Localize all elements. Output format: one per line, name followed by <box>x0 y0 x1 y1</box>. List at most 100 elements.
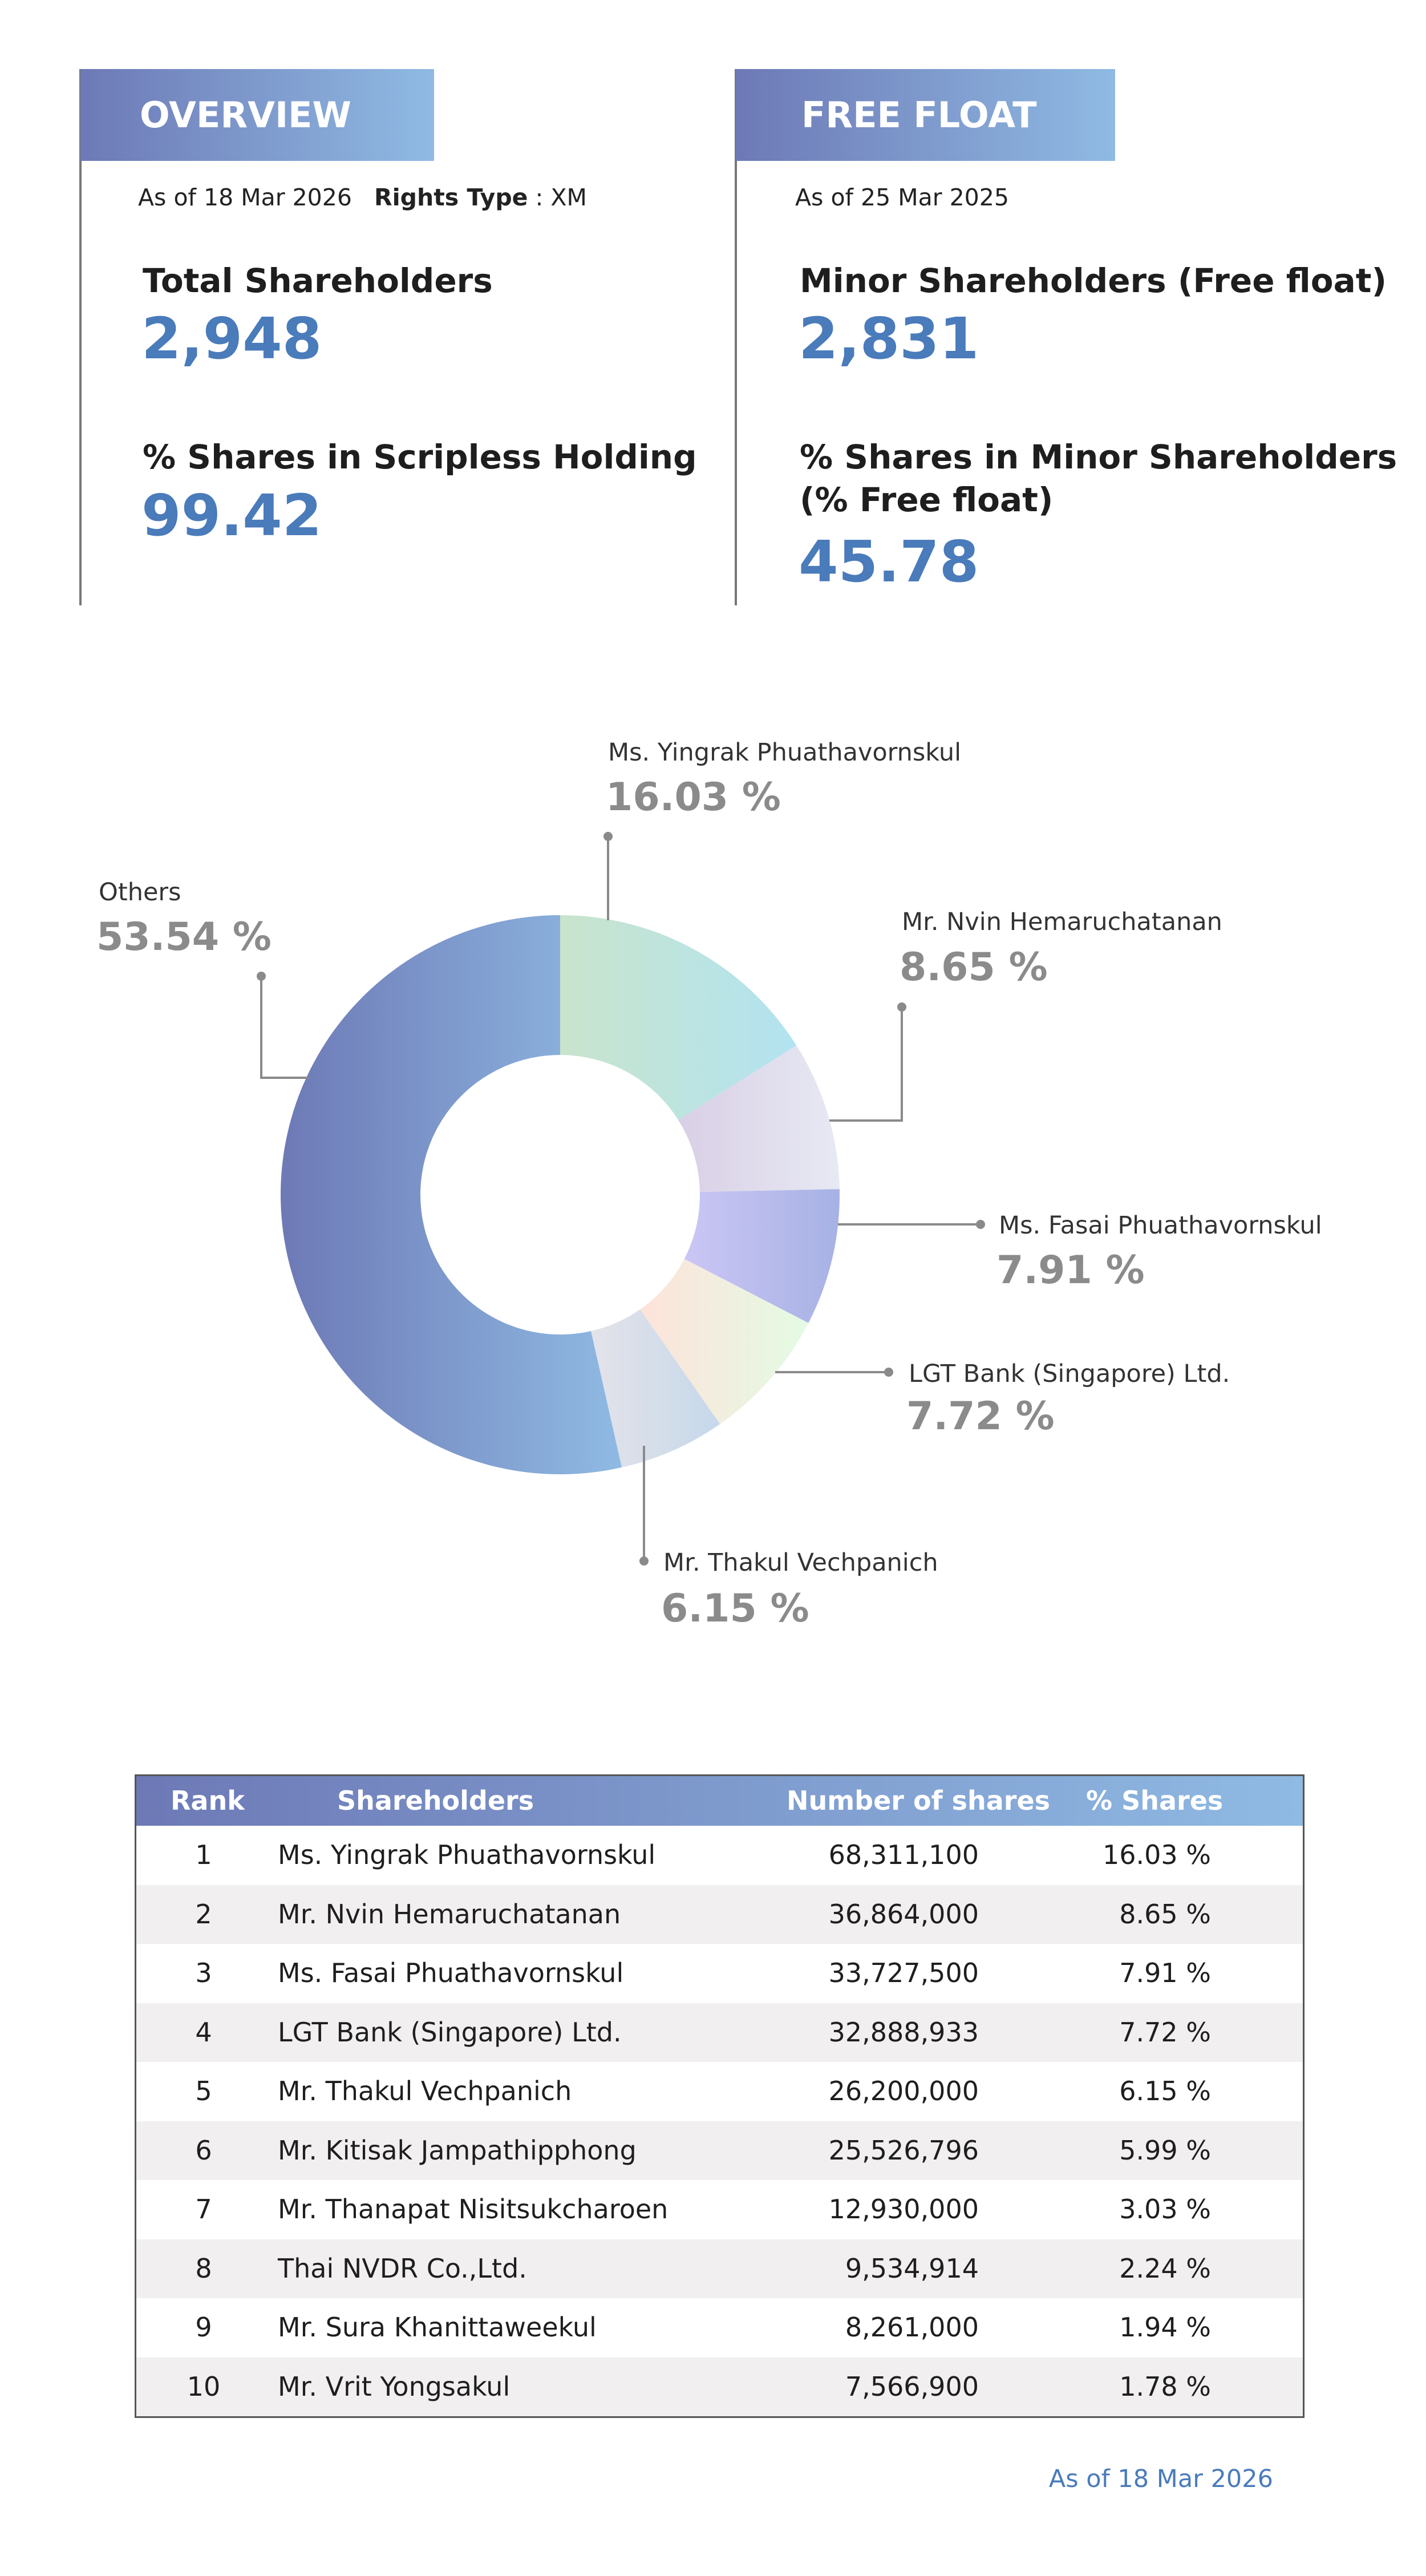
table-row: 7 Mr. Thanapat Nisitsukcharoen 12,930,000 3… <box>136 2180 1303 2239</box>
table-as-of: As of 18 Mar 2026 <box>1048 2465 1273 2493</box>
slice-label-name: Ms. Yingrak Phuathavornskul <box>608 738 962 767</box>
table-row: 6 Mr. Kitisak Jampathipphong 25,526,796 5.9… <box>136 2121 1303 2180</box>
pct-cell: 7.72 % <box>1119 2016 1211 2048</box>
leader-line-nvin <box>829 1007 903 1122</box>
leader-dot <box>257 972 266 981</box>
rank-cell: 7 <box>195 2194 212 2225</box>
shareholder-donut-chart <box>257 832 985 1566</box>
slice-label-name: Ms. Fasai Phuathavornskul <box>999 1211 1322 1240</box>
minor-shareholders-label: Minor Shareholders (Free float) <box>800 261 1387 300</box>
shares-cell: 8,261,000 <box>845 2312 979 2343</box>
shareholder-cell: Mr. Sura Khanittaweekul <box>278 2312 597 2343</box>
shareholder-cell: Mr. Thakul Vechpanich <box>278 2076 572 2106</box>
donut-slice-others <box>280 915 622 1474</box>
shares-cell: 32,888,933 <box>828 2016 979 2048</box>
donut-slice-lgt-bank-singapore-ltd <box>640 1259 809 1424</box>
rank-cell: 1 <box>195 1839 212 1870</box>
shares-cell: 9,534,914 <box>845 2253 979 2284</box>
overview-date: As of 18 Mar 2026 <box>138 184 352 211</box>
pct-cell: 7.91 % <box>1119 1958 1211 1988</box>
scripless-value: 99.42 <box>141 482 322 549</box>
minor-pct-label-2: (% Free float) <box>800 480 1054 519</box>
shareholder-cell: Ms. Fasai Phuathavornskul <box>278 1958 624 1988</box>
leader-dot <box>897 1002 906 1012</box>
minor-pct-label-1: % Shares in Minor Shareholders <box>800 438 1397 476</box>
table-row: 4 LGT Bank (Singapore) Ltd. 32,888,933 7.72… <box>136 2003 1303 2062</box>
table-row: 1 Ms. Yingrak Phuathavornskul 68,311,100 16… <box>136 1826 1303 1885</box>
rights-type-label: Rights Type <box>374 184 528 211</box>
slice-label-pct: 8.65 % <box>900 945 1048 990</box>
pct-cell: 6.15 % <box>1119 2076 1211 2106</box>
shares-cell: 25,526,796 <box>828 2134 979 2166</box>
slice-label-pct: 7.91 % <box>996 1248 1145 1293</box>
total-shareholders-value: 2,948 <box>141 305 322 372</box>
pct-cell: 1.94 % <box>1119 2312 1211 2343</box>
leader-dot <box>976 1220 985 1229</box>
pct-cell: 16.03 % <box>1102 1839 1211 1870</box>
overview-divider <box>79 69 82 605</box>
rank-cell: 8 <box>195 2253 212 2284</box>
slice-label-pct: 53.54 % <box>96 915 272 960</box>
rank-cell: 3 <box>195 1958 212 1988</box>
leader-line-others <box>260 976 309 1079</box>
free-float-as-of: As of 25 Mar 2025 <box>795 184 1009 211</box>
table-header: Rank Shareholders Number of shares % Sha… <box>136 1776 1303 1826</box>
slice-label-name: LGT Bank (Singapore) Ltd. <box>909 1360 1230 1388</box>
slice-label-pct: 7.72 % <box>906 1394 1055 1439</box>
leader-dot <box>603 832 613 841</box>
rank-cell: 4 <box>195 2016 212 2048</box>
shareholder-cell: Mr. Vrit Yongsakul <box>278 2371 511 2402</box>
header-shareholders: Shareholders <box>337 1785 534 1816</box>
rank-cell: 2 <box>195 1898 212 1930</box>
pct-cell: 2.24 % <box>1119 2253 1211 2284</box>
shares-cell: 12,930,000 <box>828 2194 979 2225</box>
shares-cell: 68,311,100 <box>828 1839 979 1870</box>
slice-label-name: Others <box>99 878 181 907</box>
header-number-of-shares: Number of shares <box>787 1785 1051 1816</box>
donut-slice-mr-nvin-hemaruchatanan <box>678 1045 840 1192</box>
minor-pct-value: 45.78 <box>799 528 979 595</box>
slice-label-name: Mr. Nvin Hemaruchatanan <box>902 908 1222 936</box>
shares-cell: 7,566,900 <box>845 2371 979 2402</box>
pct-cell: 8.65 % <box>1119 1898 1211 1930</box>
free-float-header: FREE FLOAT <box>736 69 1115 161</box>
header-rank: Rank <box>171 1785 245 1816</box>
donut-slice-ms-fasai-phuathavornskul <box>684 1189 840 1323</box>
table-row: 3 Ms. Fasai Phuathavornskul 33,727,500 7.91… <box>136 1944 1303 2003</box>
pct-cell: 1.78 % <box>1119 2371 1211 2402</box>
top-shareholders-table: Rank Shareholders Number of shares % Sha… <box>135 1774 1305 2418</box>
shares-cell: 36,864,000 <box>828 1898 979 1930</box>
slice-label-name: Mr. Thakul Vechpanich <box>663 1548 938 1577</box>
donut-slice-ms-yingrak-phuathavornskul <box>560 915 797 1121</box>
rights-type-value: : XM <box>535 184 587 211</box>
total-shareholders-label: Total Shareholders <box>143 261 493 300</box>
table-row: 5 Mr. Thakul Vechpanich 26,200,000 6.15 % <box>136 2062 1303 2121</box>
overview-header: OVERVIEW <box>80 69 434 161</box>
overview-as-of: As of 18 Mar 2026 Rights Type : XM <box>138 184 587 211</box>
free-float-divider <box>735 69 737 605</box>
leader-dot <box>639 1556 649 1566</box>
donut-slice-mr-thakul-vechpanich <box>591 1309 720 1467</box>
table-row: 2 Mr. Nvin Hemaruchatanan 36,864,000 8.65 % <box>136 1885 1303 1944</box>
shareholder-cell: Mr. Kitisak Jampathipphong <box>278 2134 637 2166</box>
shareholder-cell: Mr. Nvin Hemaruchatanan <box>278 1898 621 1930</box>
rank-cell: 5 <box>195 2076 212 2106</box>
rank-cell: 9 <box>195 2312 212 2343</box>
minor-shareholders-value: 2,831 <box>799 305 979 372</box>
shareholder-cell: Ms. Yingrak Phuathavornskul <box>278 1839 656 1870</box>
rank-cell: 6 <box>195 2134 212 2166</box>
slice-label-pct: 6.15 % <box>661 1586 809 1631</box>
rank-cell: 10 <box>187 2371 221 2402</box>
shares-cell: 33,727,500 <box>828 1958 979 1988</box>
header-pct-shares: % Shares <box>1086 1785 1224 1816</box>
leader-dot <box>884 1368 893 1377</box>
shareholder-cell: LGT Bank (Singapore) Ltd. <box>278 2016 622 2048</box>
table-row: 8 Thai NVDR Co.,Ltd. 9,534,914 2.24 % <box>136 2239 1303 2298</box>
table-row: 10 Mr. Vrit Yongsakul 7,566,900 1.78 % <box>136 2357 1303 2416</box>
shares-cell: 26,200,000 <box>828 2076 979 2106</box>
shareholder-cell: Mr. Thanapat Nisitsukcharoen <box>278 2194 669 2225</box>
pct-cell: 3.03 % <box>1119 2194 1211 2225</box>
scripless-label: % Shares in Scripless Holding <box>143 438 697 476</box>
table-row: 9 Mr. Sura Khanittaweekul 8,261,000 1.94 % <box>136 2298 1303 2357</box>
pct-cell: 5.99 % <box>1119 2134 1211 2166</box>
